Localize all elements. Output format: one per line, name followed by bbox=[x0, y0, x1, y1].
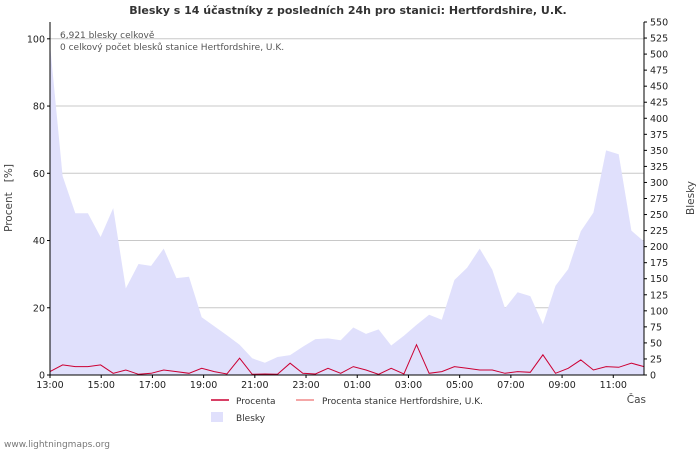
x-tick-label: 19:00 bbox=[190, 380, 217, 391]
right-tick-label: 375 bbox=[650, 130, 668, 141]
station-strikes-note: 0 celkový počet blesků stanice Hertfords… bbox=[60, 42, 284, 53]
right-tick-label: 425 bbox=[650, 98, 668, 109]
right-tick-label: 475 bbox=[650, 66, 668, 77]
x-tick-label: 01:00 bbox=[344, 380, 371, 391]
right-tick-label: 325 bbox=[650, 162, 668, 173]
total-strikes-note: 6,921 blesky celkově bbox=[60, 31, 155, 41]
y-axis-label-right: Blesky bbox=[685, 181, 697, 215]
left-tick-label: 0 bbox=[39, 371, 45, 382]
right-tick-label: 150 bbox=[650, 274, 668, 285]
right-tick-label: 125 bbox=[650, 290, 668, 301]
x-tick-label: 21:00 bbox=[241, 380, 268, 391]
right-tick-label: 450 bbox=[650, 82, 668, 93]
x-axis-ticks: 13:00 15:00 17:00 19:00 21:00 23:00 01:00 03:00… bbox=[36, 375, 627, 391]
x-tick-label: 23:00 bbox=[292, 380, 319, 391]
legend-station-label: Procenta stanice Hertfordshire, U.K. bbox=[322, 397, 483, 407]
right-axis-ticks: 0 25 50 75 100 125 150 175 200 225 250 275 300 325 350… bbox=[644, 18, 668, 382]
right-tick-label: 200 bbox=[650, 242, 668, 253]
left-tick-label: 80 bbox=[33, 102, 45, 113]
right-tick-label: 350 bbox=[650, 146, 668, 157]
right-tick-label: 225 bbox=[650, 226, 668, 237]
left-axis-ticks: 0 20 40 60 80 100 bbox=[27, 34, 50, 382]
right-tick-label: 500 bbox=[650, 50, 668, 61]
left-tick-label: 20 bbox=[33, 303, 45, 314]
right-tick-label: 250 bbox=[650, 210, 668, 221]
right-tick-label: 25 bbox=[650, 354, 662, 365]
chart-title: Blesky s 14 účastníky z posledních 24h p… bbox=[129, 4, 566, 17]
x-axis-label: Čas bbox=[627, 393, 646, 406]
x-tick-label: 07:00 bbox=[497, 380, 524, 391]
legend-strikes-swatch bbox=[211, 412, 223, 422]
right-tick-label: 525 bbox=[650, 34, 668, 45]
x-tick-label: 17:00 bbox=[139, 380, 166, 391]
y-axis-label-left: Procent [%] bbox=[3, 164, 15, 232]
right-tick-label: 0 bbox=[650, 371, 656, 382]
x-tick-label: 05:00 bbox=[446, 380, 473, 391]
x-tick-label: 13:00 bbox=[36, 380, 63, 391]
x-tick-label: 09:00 bbox=[548, 380, 575, 391]
x-tick-label: 11:00 bbox=[600, 380, 627, 391]
right-tick-label: 400 bbox=[650, 114, 668, 125]
x-tick-label: 03:00 bbox=[395, 380, 422, 391]
percent-line bbox=[49, 343, 645, 375]
right-tick-label: 275 bbox=[650, 194, 668, 205]
right-tick-label: 175 bbox=[650, 258, 668, 269]
right-tick-label: 75 bbox=[650, 322, 662, 333]
credit-text: www.lightningmaps.org bbox=[4, 440, 110, 450]
right-tick-label: 50 bbox=[650, 338, 662, 349]
legend-percent-label: Procenta bbox=[236, 397, 276, 407]
right-tick-label: 550 bbox=[650, 18, 668, 29]
strikes-area-layer bbox=[50, 44, 644, 375]
legend: Procenta Procenta stanice Hertfordshire,… bbox=[211, 397, 483, 424]
legend-strikes-label: Blesky bbox=[236, 414, 266, 424]
left-tick-label: 100 bbox=[27, 34, 45, 45]
right-tick-label: 300 bbox=[650, 178, 668, 189]
left-tick-label: 60 bbox=[33, 169, 45, 180]
right-tick-label: 100 bbox=[650, 306, 668, 317]
x-tick-label: 15:00 bbox=[88, 380, 115, 391]
percent-line-layer bbox=[49, 343, 645, 375]
left-tick-label: 40 bbox=[33, 236, 45, 247]
strikes-area bbox=[50, 44, 644, 375]
